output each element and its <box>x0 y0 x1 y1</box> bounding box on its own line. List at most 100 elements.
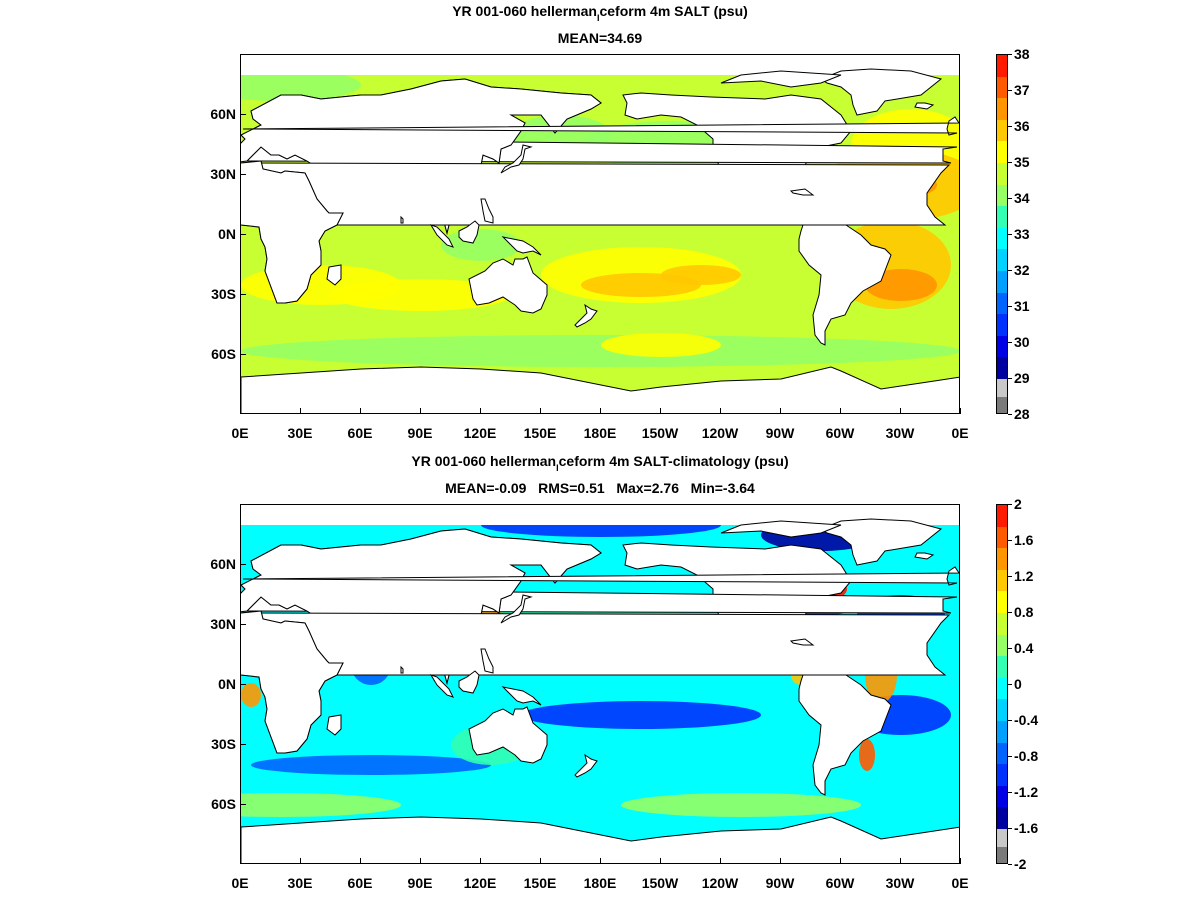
colorbar-segment <box>997 206 1007 229</box>
y-tick-label: 0N <box>218 226 236 242</box>
colorbar-label: 28 <box>1014 406 1030 422</box>
map-title: YR 001-060 hellermanIceform 4m SALT (psu… <box>452 3 748 23</box>
colorbar-segment <box>997 613 1007 636</box>
x-tick-label: 120E <box>463 875 497 891</box>
borneo-land <box>458 220 480 244</box>
colorbar-tick <box>1008 648 1012 649</box>
x-tick <box>360 408 361 414</box>
colorbar-tick <box>1008 306 1012 307</box>
x-tick-label: 60W <box>825 875 855 891</box>
x-tick-label: 90E <box>407 875 433 891</box>
sumatra-land <box>429 674 454 698</box>
colorbar-segment <box>997 163 1007 186</box>
colorbar-label: 1.6 <box>1014 532 1034 548</box>
colorbar-label: 32 <box>1014 262 1030 278</box>
x-tick-label: 60E <box>347 875 373 891</box>
field-patch <box>601 333 721 357</box>
sri-lanka-land <box>400 215 404 224</box>
colorbar-segment <box>997 184 1007 208</box>
colorbar-label: -0.8 <box>1014 748 1039 764</box>
colorbar-segment <box>997 357 1007 380</box>
colorbar-segment <box>997 699 1007 722</box>
colorbar-tick <box>1008 828 1012 829</box>
colorbar-label: 37 <box>1014 82 1030 98</box>
x-tick <box>780 408 781 414</box>
y-tick-label: 60N <box>210 106 236 122</box>
colorbar-segment <box>997 249 1007 272</box>
antarctica-land <box>241 816 959 863</box>
colorbar-label: 30 <box>1014 334 1030 350</box>
colorbar-segment <box>997 505 1007 528</box>
iceland-land <box>914 102 935 110</box>
land-masses <box>241 518 959 863</box>
new-guinea-land <box>501 236 542 256</box>
colorbar-segment <box>997 526 1007 550</box>
field-patch <box>551 745 771 785</box>
colorbar-tick <box>1008 270 1012 271</box>
x-tick-label: 30E <box>287 425 313 441</box>
y-tick <box>240 294 246 295</box>
x-tick-label: 60W <box>825 425 855 441</box>
x-tick-label: 30W <box>885 425 915 441</box>
sri-lanka-land <box>400 665 404 674</box>
colorbar-segment <box>997 785 1007 809</box>
colorbar-tick <box>1008 612 1012 613</box>
colorbar-segment <box>997 591 1007 614</box>
colorbar-tick <box>1008 234 1012 235</box>
x-tick-label: 60E <box>347 425 373 441</box>
philippines-land <box>480 198 494 224</box>
map-title: YR 001-060 hellermanIceform 4m SALT-clim… <box>411 453 789 473</box>
x-tick-label: 120W <box>701 875 739 891</box>
x-tick-label: 90W <box>765 425 795 441</box>
land-masses <box>241 68 959 413</box>
y-tick <box>240 624 246 625</box>
japan-land <box>500 144 533 174</box>
colorbar-tick <box>1008 198 1012 199</box>
colorbar-label: 31 <box>1014 298 1030 314</box>
map-plot-area <box>240 504 960 864</box>
x-tick <box>600 408 601 414</box>
colorbar-tick <box>1008 378 1012 379</box>
colorbar-label: 33 <box>1014 226 1030 242</box>
x-tick <box>720 858 721 864</box>
x-tick-label: 90E <box>407 425 433 441</box>
new-zealand-land <box>574 303 598 328</box>
british-isles-land <box>242 566 959 586</box>
colorbar-tick <box>1008 540 1012 541</box>
cuba-land <box>789 188 815 196</box>
japan-land <box>500 594 533 624</box>
africa-land <box>241 160 344 304</box>
x-tick <box>240 408 241 414</box>
field-patch <box>441 229 521 261</box>
south-america-land <box>798 212 892 346</box>
colorbar-segment <box>997 98 1007 121</box>
x-tick-label: 120E <box>463 425 497 441</box>
colorbar-segment <box>997 807 1007 830</box>
colorbar-segment <box>997 742 1007 766</box>
x-tick <box>540 408 541 414</box>
field-patch <box>331 279 511 311</box>
colorbar-label: 29 <box>1014 370 1030 386</box>
field-patch <box>241 335 959 367</box>
field-patch <box>521 701 761 729</box>
colorbar <box>996 54 1008 414</box>
colorbar-segment <box>997 829 1007 847</box>
y-tick <box>240 114 246 115</box>
map-stats: MEAN=-0.09 RMS=0.51 Max=2.76 Min=-3.64 <box>445 480 755 496</box>
colorbar-label: 0 <box>1014 676 1022 692</box>
colorbar-segment <box>997 764 1007 787</box>
colorbar-tick <box>1008 504 1012 505</box>
colorbar-tick <box>1008 576 1012 577</box>
x-tick <box>900 408 901 414</box>
colorbar-segment <box>997 548 1007 571</box>
colorbar-segment <box>997 634 1007 658</box>
colorbar-segment <box>997 227 1007 251</box>
x-tick <box>480 408 481 414</box>
colorbar-label: 38 <box>1014 46 1030 62</box>
colorbar-segment <box>997 397 1007 413</box>
colorbar-segment <box>997 721 1007 744</box>
x-tick <box>240 858 241 864</box>
colorbar-label: 1.2 <box>1014 568 1034 584</box>
australia-land <box>468 256 548 314</box>
y-tick <box>240 744 246 745</box>
